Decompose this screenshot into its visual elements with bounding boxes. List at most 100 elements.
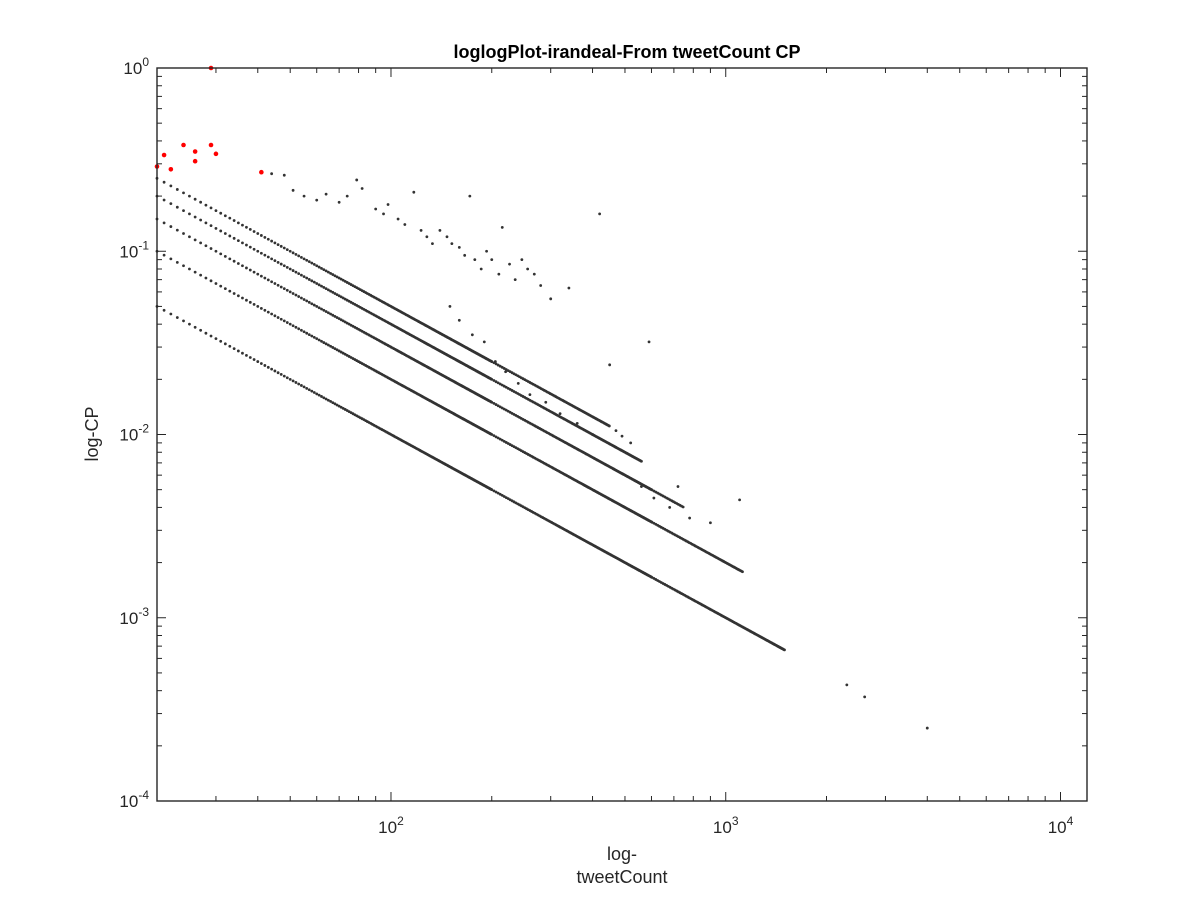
data-point xyxy=(300,273,303,277)
data-point xyxy=(676,485,680,488)
data-point xyxy=(300,296,303,300)
data-point xyxy=(329,289,332,293)
data-point xyxy=(291,188,295,192)
data-point xyxy=(182,209,185,213)
data-point xyxy=(310,261,314,265)
y-tick-label: 10-3 xyxy=(119,605,149,628)
data-point xyxy=(232,219,236,222)
data-point xyxy=(193,197,197,201)
data-point xyxy=(273,282,277,285)
data-point xyxy=(322,396,326,400)
data-point xyxy=(339,350,343,354)
data-point xyxy=(500,225,504,229)
data-point xyxy=(294,270,298,274)
data-point xyxy=(188,235,191,239)
data-point xyxy=(273,259,277,263)
data-point xyxy=(324,192,328,196)
data-point xyxy=(252,230,256,233)
x-tick-label: 104 xyxy=(1048,814,1074,837)
data-point xyxy=(300,255,303,259)
data-point xyxy=(567,286,571,290)
data-point xyxy=(709,521,712,525)
data-point xyxy=(652,496,656,500)
data-point xyxy=(297,382,301,386)
data-point xyxy=(333,402,337,406)
data-point xyxy=(209,224,213,228)
data-point xyxy=(266,237,270,241)
data-point xyxy=(498,364,502,368)
data-point xyxy=(496,363,500,367)
data-point xyxy=(558,412,562,416)
data-point xyxy=(279,244,283,248)
data-point xyxy=(263,308,267,312)
data-point xyxy=(382,212,385,216)
data-point xyxy=(326,398,330,402)
data-point xyxy=(312,335,316,339)
data-point xyxy=(738,498,741,502)
data-point xyxy=(285,376,289,380)
data-point xyxy=(169,257,173,261)
data-point xyxy=(288,290,292,294)
data-point xyxy=(331,401,335,405)
data-point xyxy=(516,382,520,385)
data-point xyxy=(329,271,332,275)
data-point xyxy=(193,325,197,329)
data-point xyxy=(468,194,472,198)
data-point xyxy=(339,277,343,281)
data-point xyxy=(241,241,244,245)
data-point xyxy=(549,297,553,301)
data-point xyxy=(236,262,240,265)
data-point xyxy=(326,288,330,292)
data-point xyxy=(419,228,423,232)
data-point xyxy=(307,300,311,304)
data-point xyxy=(317,306,321,310)
data-point xyxy=(214,226,218,230)
data-point xyxy=(479,267,483,271)
data-point xyxy=(345,194,349,198)
data-point xyxy=(498,382,502,386)
data-point xyxy=(291,292,295,295)
data-point xyxy=(256,360,260,363)
data-point xyxy=(360,187,364,190)
data-point xyxy=(232,259,236,263)
data-point xyxy=(337,404,341,408)
data-point xyxy=(490,258,494,262)
data-point xyxy=(647,340,651,344)
data-point xyxy=(199,218,203,222)
data-point xyxy=(335,275,339,279)
data-point xyxy=(209,334,213,338)
data-point xyxy=(386,203,390,206)
data-point xyxy=(302,298,306,301)
data-point xyxy=(845,683,849,687)
data-point xyxy=(403,223,407,226)
data-point xyxy=(544,400,548,404)
data-point xyxy=(520,258,524,262)
data-point xyxy=(279,317,283,321)
data-point xyxy=(457,318,461,322)
data-point xyxy=(490,377,494,381)
data-point xyxy=(494,490,498,494)
y-tick-label: 10-2 xyxy=(119,422,149,445)
data-point xyxy=(496,436,500,440)
data-point xyxy=(259,274,263,278)
data-point xyxy=(463,253,467,257)
data-point xyxy=(252,303,256,306)
data-point xyxy=(162,253,166,257)
data-point xyxy=(279,285,283,289)
y-tick-label: 10-1 xyxy=(119,238,149,261)
data-point xyxy=(252,270,256,274)
data-point xyxy=(188,194,191,198)
data-point xyxy=(300,384,303,387)
data-point xyxy=(263,253,267,257)
data-point xyxy=(575,421,579,425)
data-point xyxy=(528,393,532,397)
data-point xyxy=(223,232,227,235)
y-tick-label: 10-4 xyxy=(119,788,149,811)
data-point xyxy=(276,371,280,375)
data-point xyxy=(302,330,306,334)
data-point xyxy=(266,255,270,259)
data-point xyxy=(492,434,496,438)
data-point xyxy=(494,362,498,366)
data-point xyxy=(473,258,477,262)
data-point xyxy=(431,242,434,246)
